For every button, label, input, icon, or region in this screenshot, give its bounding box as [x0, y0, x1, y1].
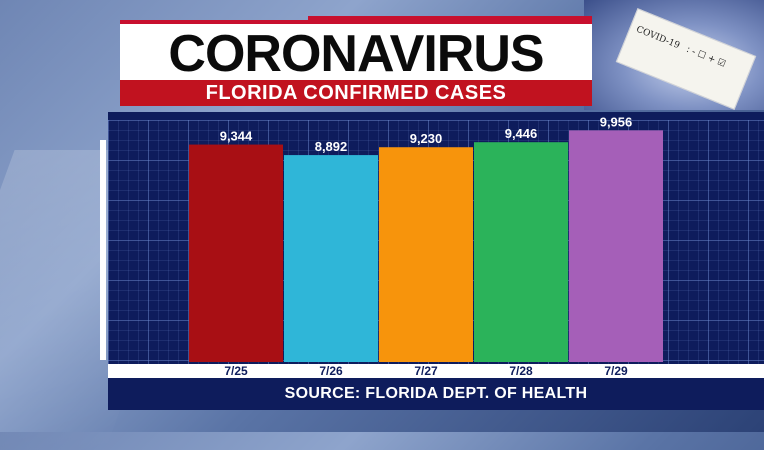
bar-value-label: 9,344: [220, 129, 253, 144]
vaccine-photo: COVID-19 : - ☐ + ☑: [584, 0, 764, 110]
x-tick-label: 7/29: [604, 364, 628, 378]
panel-edge: [100, 140, 106, 360]
x-tick-label: 7/26: [319, 364, 343, 378]
subtitle-banner: FLORIDA CONFIRMED CASES: [120, 80, 592, 106]
bar-value-label: 9,446: [505, 126, 538, 141]
chart-subtitle: FLORIDA CONFIRMED CASES: [205, 81, 507, 104]
bar-chart: 9,344 7/25 8,892 7/26 9,230 7/27 9,446 7/28 9,95…: [189, 114, 663, 378]
x-axis-strip: [108, 364, 764, 378]
bar-7-28: [474, 142, 568, 362]
bar-7-27: [379, 147, 473, 362]
bar-value-label: 9,230: [410, 131, 443, 146]
title-accent-bar: [308, 16, 592, 20]
bar-7-29: [569, 130, 663, 362]
chart-panel: 9,344 7/25 8,892 7/26 9,230 7/27 9,446 7/28 9,95…: [108, 112, 764, 410]
vial-label: COVID-19 : - ☐ + ☑: [615, 8, 757, 110]
title-banner: CORONAVIRUS: [120, 20, 592, 84]
page-title: CORONAVIRUS: [168, 25, 544, 83]
vial-checkbox-marks: : - ☐ + ☑: [684, 44, 727, 70]
source-text: SOURCE: FLORIDA DEPT. OF HEALTH: [284, 385, 588, 402]
x-tick-label: 7/25: [224, 364, 248, 378]
bar-value-label: 9,956: [600, 114, 633, 129]
bar-7-25: [189, 144, 283, 362]
bar-7-26: [284, 155, 378, 362]
x-tick-label: 7/28: [509, 364, 533, 378]
vial-label-text: COVID-19: [634, 24, 682, 52]
source-bar: SOURCE: FLORIDA DEPT. OF HEALTH: [108, 378, 764, 410]
bar-value-label: 8,892: [315, 139, 348, 154]
x-tick-label: 7/27: [414, 364, 438, 378]
